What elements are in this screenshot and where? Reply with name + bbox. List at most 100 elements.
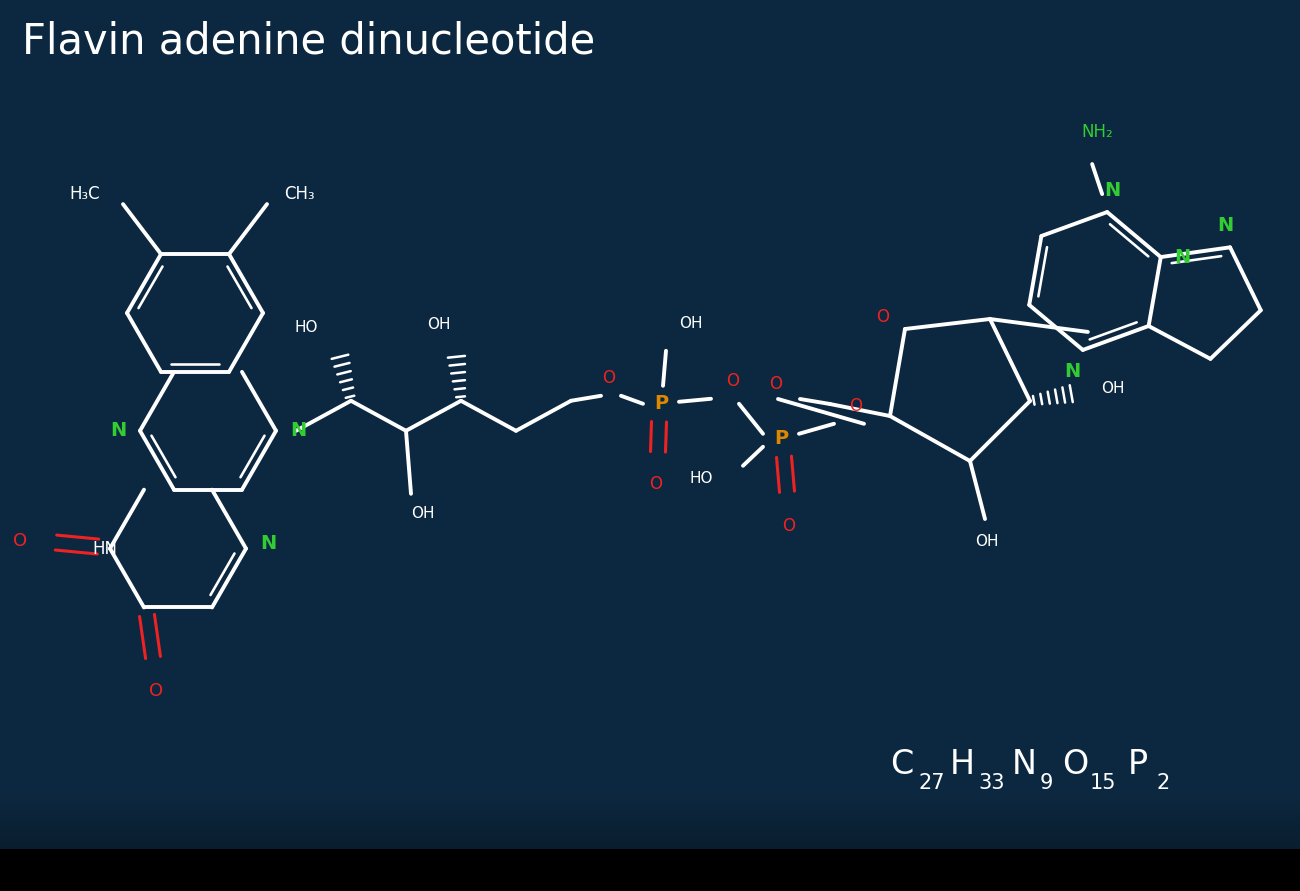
- Bar: [0, 808, 1300, 810]
- Text: O: O: [876, 308, 889, 326]
- Text: N: N: [1011, 748, 1037, 781]
- Bar: [0, 836, 1300, 838]
- Bar: [0, 860, 1300, 861]
- Text: O: O: [1062, 748, 1088, 781]
- Bar: [0, 881, 1300, 882]
- Text: P: P: [774, 429, 788, 448]
- Bar: [0, 819, 1300, 820]
- Bar: [0, 851, 1300, 853]
- Bar: [0, 856, 1300, 857]
- Bar: [0, 807, 1300, 808]
- Bar: [0, 832, 1300, 833]
- Bar: [0, 847, 1300, 848]
- Text: O: O: [770, 375, 783, 393]
- Bar: [0, 841, 1300, 842]
- Bar: [0, 791, 1300, 792]
- Bar: [0, 875, 1300, 876]
- Bar: [0, 830, 1300, 831]
- Bar: [0, 842, 1300, 844]
- Bar: [0, 838, 1300, 839]
- Bar: [0, 870, 1300, 871]
- Text: O: O: [650, 475, 663, 493]
- Bar: [0, 886, 1300, 887]
- Bar: [0, 804, 1300, 805]
- Bar: [0, 865, 1300, 866]
- Bar: [0, 792, 1300, 794]
- Text: H: H: [950, 748, 975, 781]
- Text: OH: OH: [1101, 380, 1124, 396]
- Text: O: O: [727, 372, 740, 389]
- Bar: [0, 798, 1300, 800]
- Bar: [0, 866, 1300, 867]
- Bar: [0, 872, 1300, 873]
- Text: P: P: [654, 395, 668, 413]
- Bar: [0, 857, 1300, 859]
- Text: N: N: [1175, 248, 1191, 266]
- Bar: [0, 888, 1300, 890]
- Bar: [0, 800, 1300, 801]
- Text: O: O: [849, 396, 862, 415]
- Bar: [0, 848, 1300, 850]
- Bar: [0, 805, 1300, 806]
- Bar: [0, 825, 1300, 826]
- Bar: [0, 846, 1300, 847]
- Bar: [0, 811, 1300, 813]
- Bar: [0, 876, 1300, 878]
- Text: CH₃: CH₃: [283, 185, 315, 203]
- Text: HO: HO: [689, 471, 712, 486]
- Bar: [0, 821, 1300, 822]
- Bar: [0, 794, 1300, 795]
- Bar: [0, 871, 1300, 872]
- Bar: [0, 802, 1300, 804]
- Bar: [0, 873, 1300, 875]
- Text: N: N: [290, 421, 305, 440]
- Bar: [0, 867, 1300, 869]
- Bar: [0, 816, 1300, 817]
- Bar: [0, 859, 1300, 860]
- Bar: [0, 850, 1300, 851]
- Text: OH: OH: [679, 316, 703, 331]
- Text: 9: 9: [1040, 773, 1053, 793]
- Bar: [0, 827, 1300, 829]
- Text: O: O: [13, 532, 27, 550]
- Bar: [0, 849, 1300, 891]
- Bar: [0, 810, 1300, 811]
- Bar: [0, 813, 1300, 814]
- Bar: [0, 823, 1300, 825]
- Bar: [0, 862, 1300, 863]
- Bar: [0, 814, 1300, 816]
- Text: N: N: [111, 421, 126, 440]
- Text: 27: 27: [918, 773, 945, 793]
- Text: P: P: [1128, 748, 1148, 781]
- Bar: [0, 829, 1300, 830]
- Text: 2: 2: [1156, 773, 1169, 793]
- Text: O: O: [602, 369, 615, 387]
- Text: OH: OH: [975, 534, 998, 549]
- Text: H₃C: H₃C: [70, 185, 100, 203]
- Bar: [0, 797, 1300, 798]
- Text: N: N: [260, 534, 276, 553]
- Bar: [0, 826, 1300, 827]
- Bar: [0, 863, 1300, 865]
- Bar: [0, 885, 1300, 886]
- Text: OH: OH: [428, 317, 451, 332]
- Bar: [0, 845, 1300, 846]
- Bar: [0, 887, 1300, 888]
- Bar: [0, 795, 1300, 796]
- Bar: [0, 806, 1300, 807]
- Text: C: C: [891, 748, 913, 781]
- Text: 15: 15: [1089, 773, 1117, 793]
- Bar: [0, 839, 1300, 841]
- Text: NH₂: NH₂: [1082, 123, 1113, 141]
- Bar: [0, 844, 1300, 845]
- Text: N: N: [1065, 363, 1082, 381]
- Bar: [0, 854, 1300, 856]
- Bar: [0, 820, 1300, 821]
- Bar: [0, 822, 1300, 823]
- Bar: [0, 884, 1300, 885]
- Text: HN: HN: [92, 540, 117, 558]
- Bar: [0, 796, 1300, 797]
- Bar: [0, 817, 1300, 819]
- Text: O: O: [783, 517, 796, 535]
- Bar: [0, 835, 1300, 836]
